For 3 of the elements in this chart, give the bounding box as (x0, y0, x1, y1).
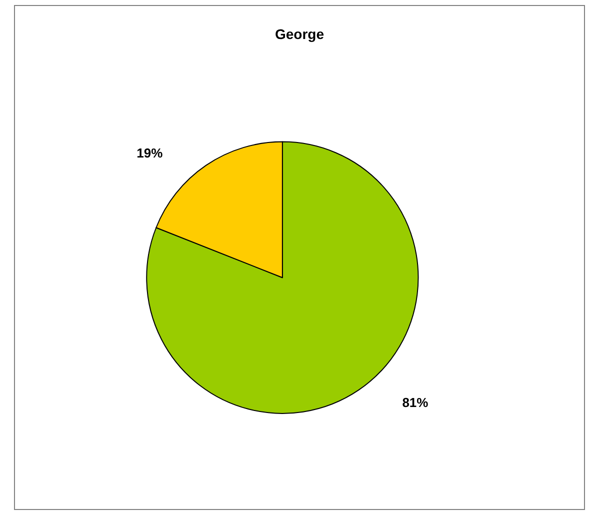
data-label: 19% (136, 145, 164, 160)
chart-title: George (274, 26, 324, 42)
data-label: 81% (402, 394, 429, 410)
